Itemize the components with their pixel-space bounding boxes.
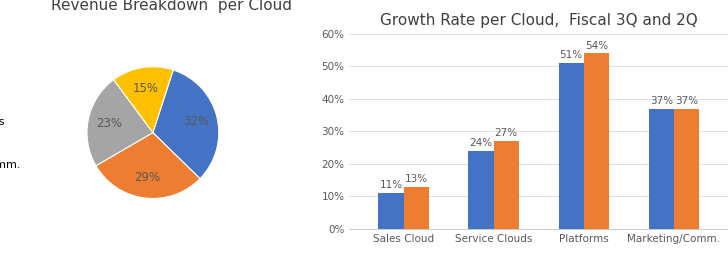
Legend: Sales Cloud, Service Clouds, Platforms, Marketing/Comm.: Sales Cloud, Service Clouds, Platforms, … xyxy=(0,95,22,170)
Bar xyxy=(494,141,519,229)
Text: 13%: 13% xyxy=(405,174,428,184)
Text: 15%: 15% xyxy=(132,82,159,95)
Text: 37%: 37% xyxy=(649,96,673,106)
Text: 51%: 51% xyxy=(560,50,582,61)
Bar xyxy=(403,187,429,229)
Wedge shape xyxy=(87,80,153,166)
Bar xyxy=(584,53,609,229)
Wedge shape xyxy=(153,70,219,179)
Text: 32%: 32% xyxy=(183,115,210,128)
Wedge shape xyxy=(96,133,200,198)
Text: 23%: 23% xyxy=(96,117,122,130)
Text: 54%: 54% xyxy=(585,41,608,51)
Bar xyxy=(649,109,674,229)
Bar xyxy=(468,151,494,229)
Wedge shape xyxy=(114,67,173,133)
Title: Growth Rate per Cloud,  Fiscal 3Q and 2Q: Growth Rate per Cloud, Fiscal 3Q and 2Q xyxy=(380,14,697,28)
Text: 11%: 11% xyxy=(379,180,403,190)
Bar xyxy=(558,63,584,229)
Bar xyxy=(674,109,699,229)
Text: 29%: 29% xyxy=(134,171,160,184)
Text: 27%: 27% xyxy=(495,128,518,138)
Text: 37%: 37% xyxy=(675,96,698,106)
Title: Revenue Breakdown  per Cloud: Revenue Breakdown per Cloud xyxy=(51,0,292,13)
Bar xyxy=(379,193,403,229)
Text: 24%: 24% xyxy=(470,138,493,148)
